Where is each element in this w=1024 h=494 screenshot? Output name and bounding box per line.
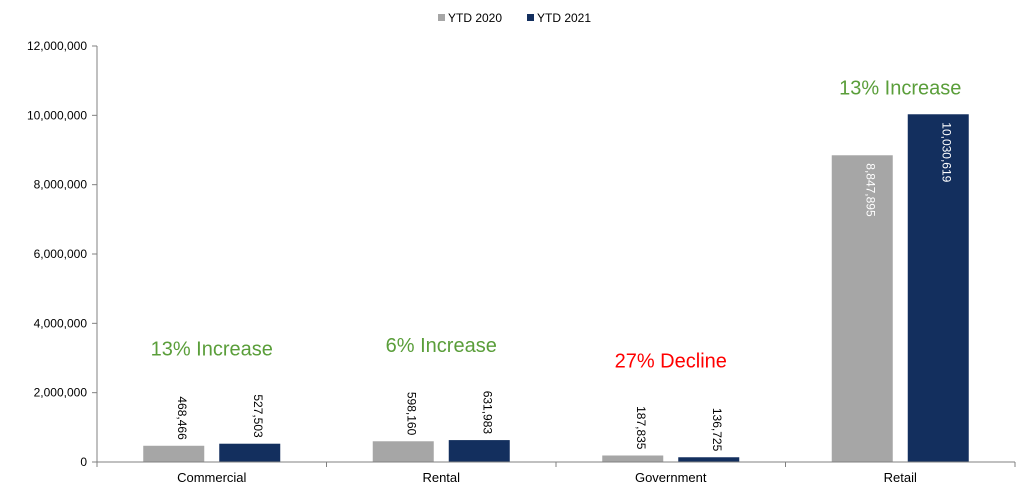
- bars: 468,466 527,503 598,160 631,983 187,835 136,7…: [143, 114, 969, 462]
- annotation: 27% Decline: [615, 350, 727, 372]
- bar: [448, 440, 510, 462]
- y-tick-label: 10,000,000: [27, 108, 87, 122]
- y-tick-label: 6,000,000: [34, 247, 88, 261]
- annotations: 13% Increase 6% Increase 27% Decline 13% In…: [151, 77, 962, 372]
- bar: [831, 155, 893, 462]
- bar: [143, 445, 205, 462]
- x-tick-label: Rental: [422, 470, 460, 485]
- data-label: 631,983: [480, 391, 494, 435]
- data-label: 8,847,895: [863, 163, 877, 217]
- data-label: 187,835: [634, 406, 648, 450]
- x-tick-label: Government: [635, 470, 707, 485]
- data-label: 598,160: [404, 392, 418, 436]
- legend-label: YTD 2021: [537, 11, 591, 25]
- legend: YTD 2020 YTD 2021: [438, 11, 591, 25]
- legend-swatch: [527, 14, 534, 21]
- data-label: 136,725: [710, 408, 724, 452]
- y-tick-label: 4,000,000: [34, 316, 88, 330]
- y-tick-label: 12,000,000: [27, 39, 87, 53]
- data-label: 468,466: [175, 396, 189, 440]
- x-tick-label: Commercial: [177, 470, 246, 485]
- y-tick-label: 8,000,000: [34, 178, 88, 192]
- x-axis: Commercial Rental Government Retail: [96, 461, 1016, 485]
- bar: [678, 457, 740, 462]
- legend-swatch: [438, 14, 445, 21]
- bar: [907, 114, 969, 462]
- annotation: 13% Increase: [151, 339, 273, 361]
- y-axis: 0 2,000,000 4,000,000 6,000,000 8,000,000 10,…: [27, 39, 98, 469]
- annotation: 13% Increase: [839, 77, 961, 99]
- data-label: 527,503: [251, 394, 265, 438]
- bar: [602, 455, 664, 462]
- y-tick-label: 2,000,000: [34, 386, 88, 400]
- y-tick-label: 0: [80, 455, 87, 469]
- bar: [219, 443, 281, 462]
- annotation: 6% Increase: [386, 335, 497, 357]
- legend-label: YTD 2020: [448, 11, 502, 25]
- bar: [372, 441, 434, 462]
- x-tick-label: Retail: [884, 470, 917, 485]
- data-label: 10,030,619: [939, 122, 953, 182]
